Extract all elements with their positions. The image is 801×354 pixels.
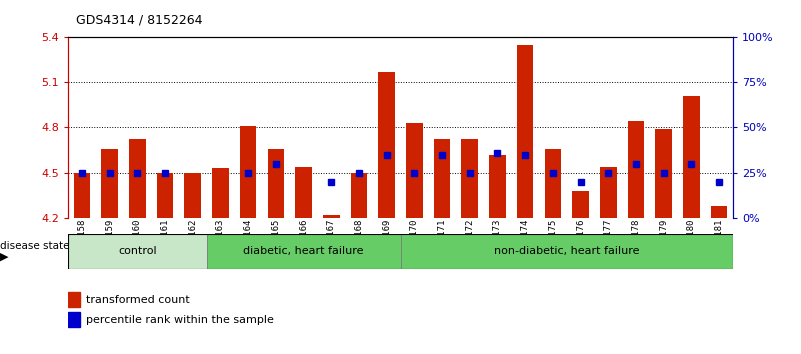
Bar (461, 139, 478, 218)
Bar (545, 149, 562, 218)
Bar (68, 313, 80, 327)
Bar (212, 168, 229, 218)
Text: diabetic, heart failure: diabetic, heart failure (244, 246, 364, 256)
Bar (68, 234, 207, 269)
Bar (323, 215, 340, 218)
Bar (351, 173, 367, 218)
Bar (406, 123, 423, 218)
Bar (157, 173, 173, 218)
Text: GDS4314 / 8152264: GDS4314 / 8152264 (76, 13, 203, 27)
Bar (378, 72, 395, 218)
Bar (683, 96, 700, 218)
Bar (129, 139, 146, 218)
Bar (628, 121, 644, 218)
Bar (655, 129, 672, 218)
Text: transformed count: transformed count (87, 295, 190, 305)
Text: control: control (118, 246, 157, 256)
Text: ▶: ▶ (0, 252, 9, 262)
Bar (207, 234, 400, 269)
Bar (101, 149, 118, 218)
Bar (710, 206, 727, 218)
Bar (572, 191, 589, 218)
Bar (68, 292, 80, 307)
Bar (239, 126, 256, 218)
Bar (268, 149, 284, 218)
Bar (74, 173, 91, 218)
Bar (517, 45, 533, 218)
Bar (489, 155, 505, 218)
Bar (296, 167, 312, 218)
Text: percentile rank within the sample: percentile rank within the sample (87, 315, 274, 325)
Bar (434, 139, 450, 218)
Bar (400, 234, 733, 269)
Bar (184, 173, 201, 218)
Text: disease state: disease state (0, 241, 70, 251)
Bar (600, 167, 617, 218)
Text: non-diabetic, heart failure: non-diabetic, heart failure (494, 246, 639, 256)
